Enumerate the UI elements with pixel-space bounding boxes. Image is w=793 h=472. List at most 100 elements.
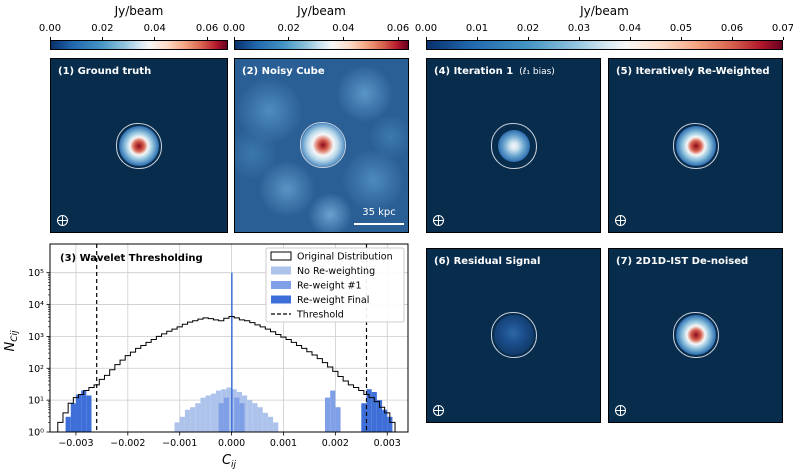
source-contour [491, 312, 537, 358]
legend-box [265, 247, 405, 323]
x-tick-label: −0.001 [162, 438, 197, 449]
colorbar-tick-label: 0.00 [222, 23, 246, 34]
beam-icon [615, 405, 626, 416]
colorbar-tick [288, 37, 290, 40]
colorbar-tick-label: 0.07 [771, 23, 793, 34]
x-axis-label: Cij [222, 453, 237, 470]
histogram-bar [81, 390, 87, 432]
colorbar-middle-title: Jy/beam [297, 4, 346, 18]
y-tick-label: 10⁵ [28, 268, 44, 279]
colorbar-middle [234, 40, 409, 50]
histogram-bar [371, 392, 377, 432]
source-emission [676, 126, 716, 166]
y-tick-label: 10² [28, 364, 44, 375]
colorbar-tick [342, 37, 344, 40]
histogram-bar [179, 416, 185, 432]
histogram-bar [257, 407, 263, 432]
panel-label: (6) Residual Signal [434, 256, 541, 267]
y-tick-label: 10³ [28, 332, 44, 343]
x-tick-label: −0.002 [110, 438, 145, 449]
histogram-bar [361, 403, 367, 432]
colorbar-tick [731, 37, 733, 40]
legend-label: Original Distribution [297, 252, 393, 263]
legend-label: Re-weight Final [297, 295, 369, 306]
histogram-bar [218, 403, 224, 432]
histogram-bar [267, 416, 274, 432]
histogram-bar [65, 416, 71, 432]
panel-noisy-cube: (2) Noisy Cube 35 kpc [234, 58, 409, 233]
histogram-bar [234, 397, 240, 432]
colorbar-tick [49, 37, 51, 40]
panel-label: (5) Iteratively Re-Weighted [616, 66, 770, 77]
source-contour [491, 123, 537, 169]
histogram-bar [324, 397, 331, 432]
histogram-bar [387, 416, 393, 432]
histogram-bar [382, 409, 388, 432]
source-emission [498, 130, 530, 162]
colorbar-tick [425, 37, 427, 40]
x-tick-label: 0.002 [322, 438, 349, 449]
wavelet-histogram: −0.003 −0.002 −0.001 0.000 0.001 0.002 0.003 10… [3, 243, 409, 470]
source-emission [676, 315, 716, 355]
x-tick-label: 0.001 [270, 438, 297, 449]
colorbar-tick [527, 37, 529, 40]
panel-sublabel: (ℓ₁ bias) [519, 67, 555, 77]
y-axis-label: NCij [3, 330, 20, 352]
histogram-bar [366, 389, 372, 432]
residual-emission [494, 315, 534, 355]
source-emission [301, 123, 345, 167]
colorbar-tick-label: 0.06 [386, 23, 410, 34]
y-tick-label: 10⁰ [28, 428, 44, 439]
histogram-bar [70, 403, 76, 432]
histogram-bar [75, 394, 82, 432]
colorbar-right-title: Jy/beam [580, 4, 629, 18]
x-tick-label: −0.003 [58, 438, 93, 449]
beam-icon [57, 215, 68, 226]
colorbar-tick [154, 37, 156, 40]
histogram-bar [335, 407, 341, 432]
panel-iteration-1: (4) Iteration 1 (ℓ₁ bias) [426, 58, 601, 233]
histogram-bar [376, 400, 383, 432]
colorbar-tick [629, 37, 631, 40]
colorbar-tick [476, 37, 478, 40]
y-tick-label: 10⁴ [28, 300, 44, 311]
histogram-bar [231, 272, 233, 432]
colorbar-tick-label: 0.02 [516, 23, 540, 34]
colorbar-tick [206, 37, 208, 40]
colorbar-tick-label: 0.00 [414, 23, 438, 34]
histogram-bar [252, 403, 258, 432]
legend-swatch [271, 295, 291, 304]
legend-swatch [271, 281, 291, 289]
colorbar-tick [233, 37, 235, 40]
colorbar-tick-label: 0.06 [720, 23, 744, 34]
panel-label: (7) 2D1D-IST De-noised [616, 256, 749, 267]
histogram-title: (3) Wavelet Thresholding [60, 253, 203, 264]
histogram-bar [190, 407, 196, 432]
source-contour [673, 312, 719, 358]
source-emission [119, 126, 159, 166]
colorbar-tick-label: 0.01 [465, 23, 489, 34]
colorbar-left-title: Jy/beam [114, 4, 164, 18]
beam-icon [433, 405, 444, 416]
legend: Original Distribution No Re-weighting Re-w… [265, 247, 405, 323]
histogram-bar [195, 403, 201, 432]
colorbar-tick [680, 37, 682, 40]
x-tick-label: 0.000 [218, 438, 245, 449]
histogram-bar [200, 397, 206, 432]
panel-label: (1) Ground truth [58, 66, 152, 77]
colorbar-tick-label: 0.06 [195, 23, 219, 34]
histogram-bar [330, 390, 336, 432]
panel-ground-truth: (1) Ground truth [50, 58, 228, 233]
beam-icon [615, 215, 626, 226]
source-contour [300, 122, 346, 168]
legend-swatch [270, 251, 292, 261]
histogram-bar [86, 395, 92, 432]
histogram-bar [273, 422, 279, 432]
colorbar-tick-label: 0.02 [277, 23, 300, 34]
colorbar-right [426, 40, 783, 50]
histogram-bars [57, 272, 401, 432]
panel-label: (2) Noisy Cube [242, 66, 325, 77]
colorbar-tick [101, 37, 103, 40]
y-tick-label: 10¹ [28, 396, 44, 407]
colorbar-tick-label: 0.00 [38, 23, 62, 34]
